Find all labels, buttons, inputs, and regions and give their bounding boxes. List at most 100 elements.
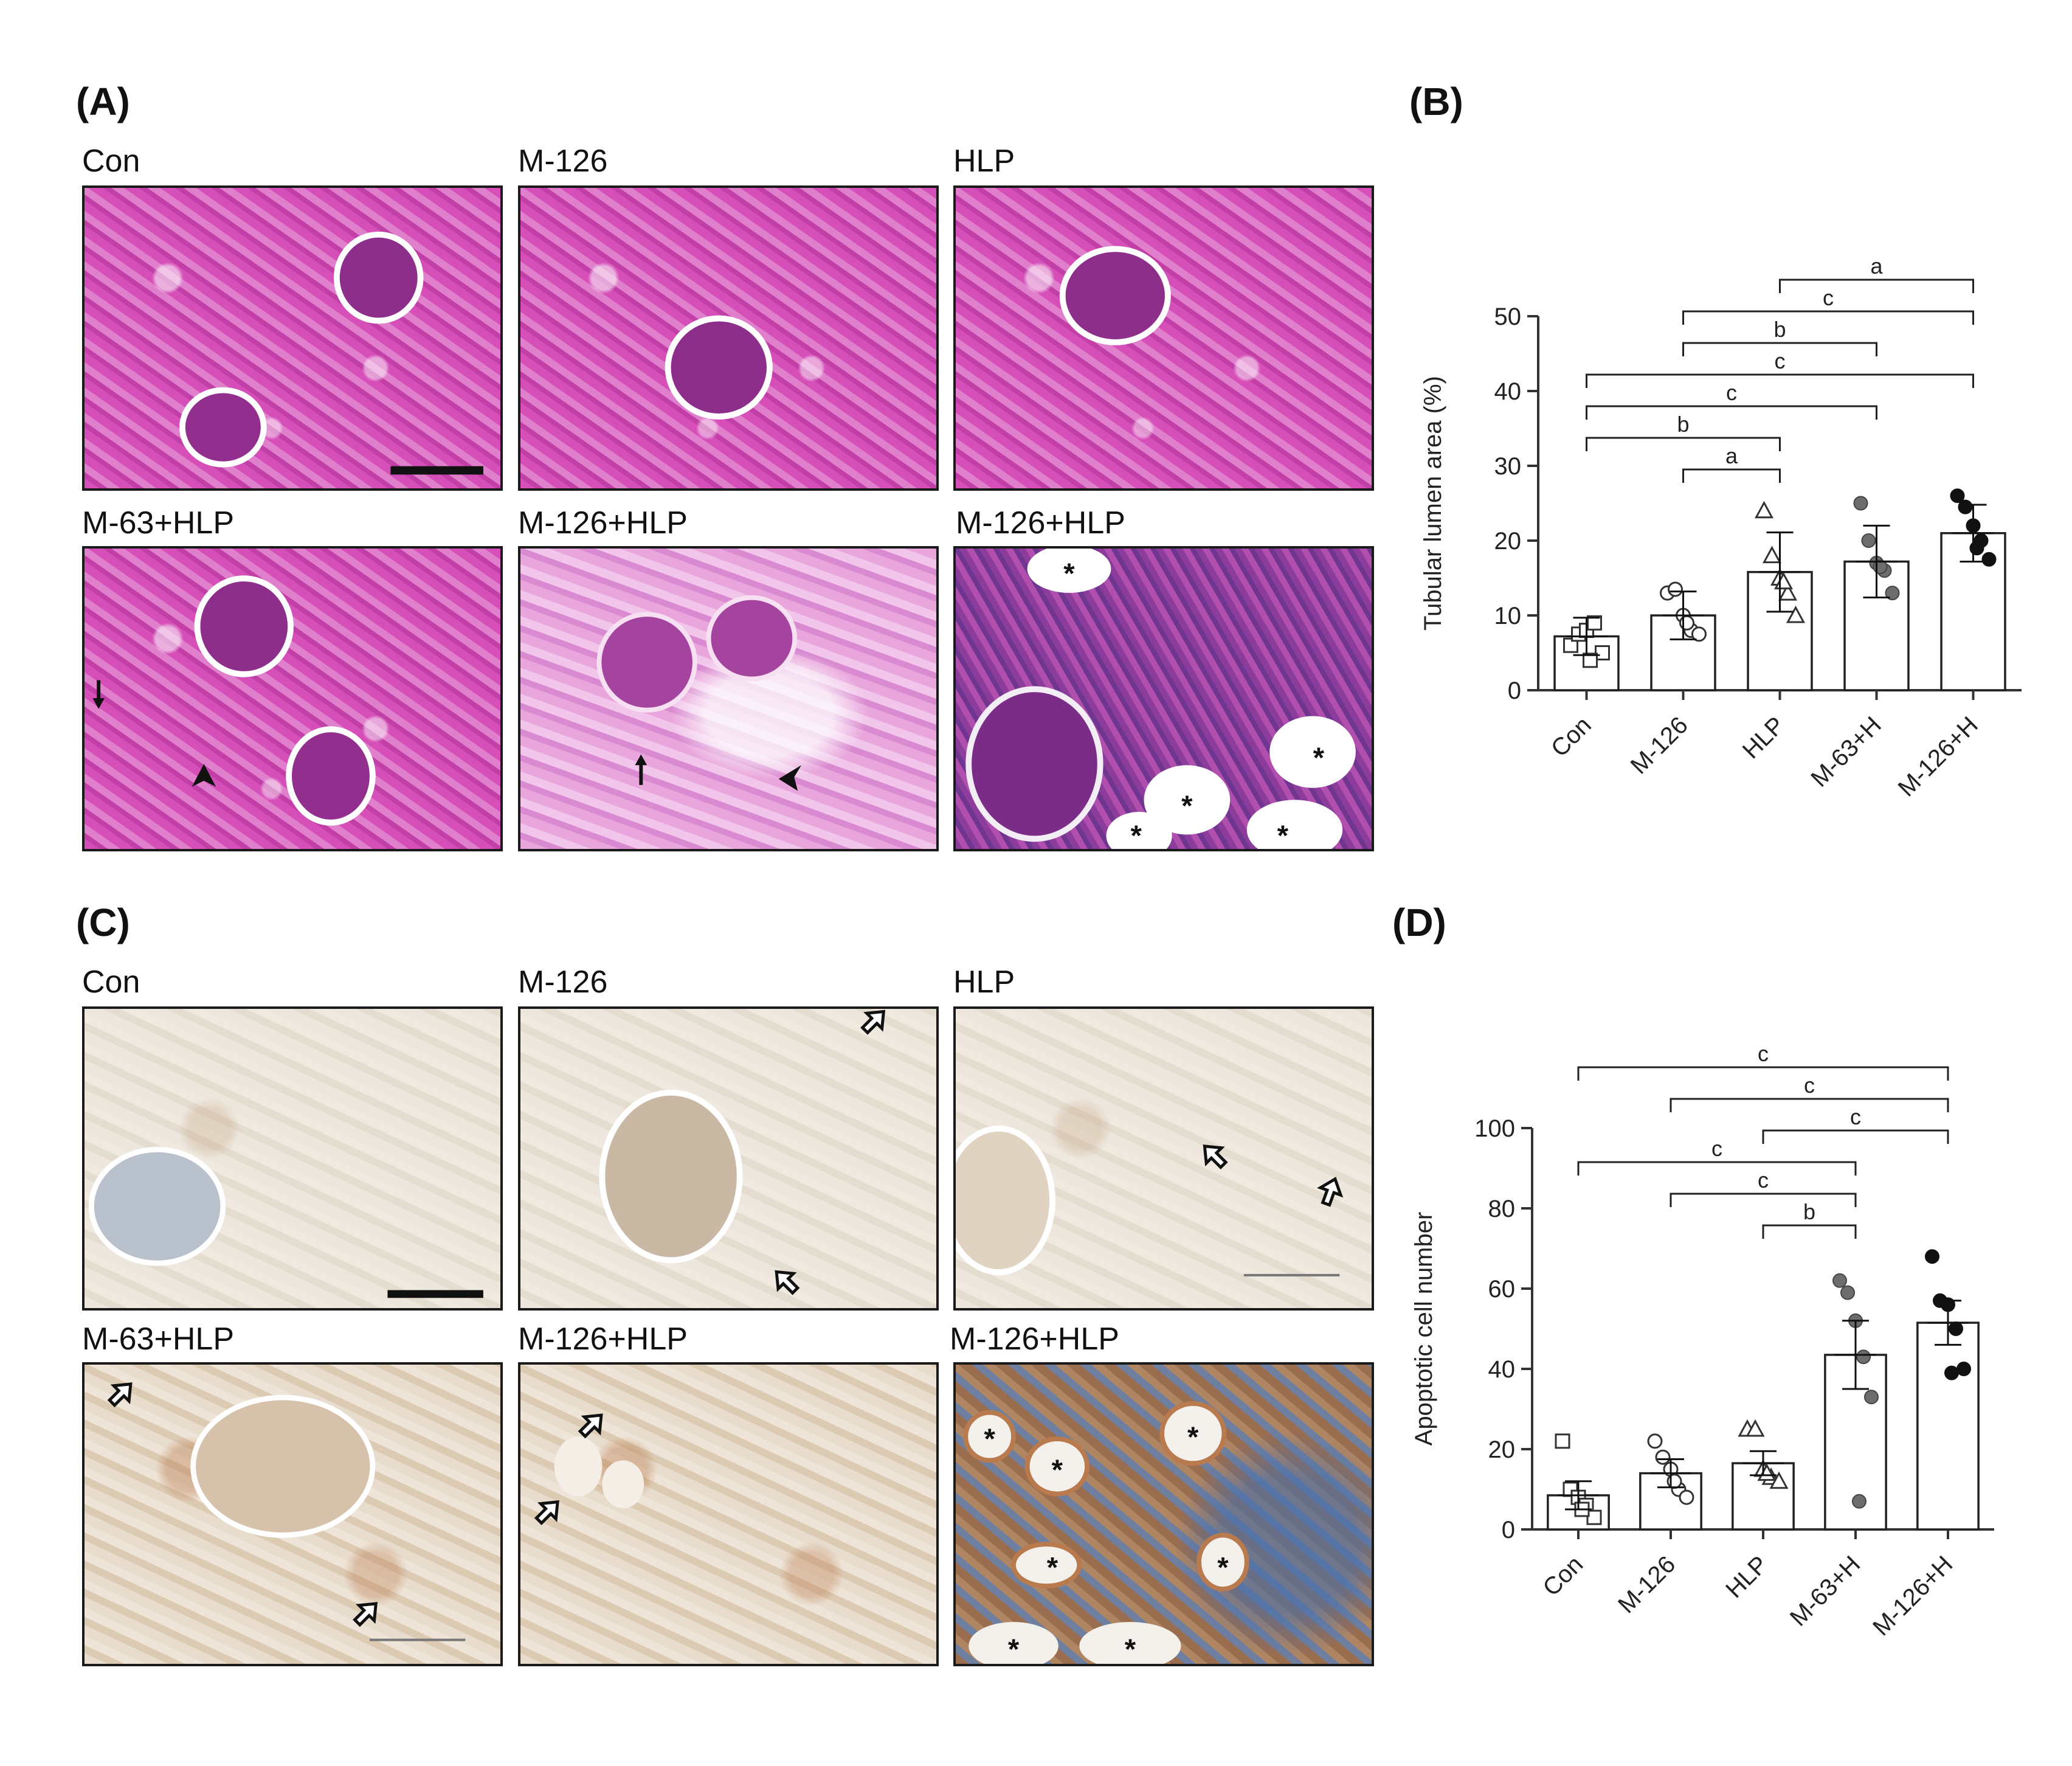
data-point <box>1563 637 1578 653</box>
x-tick-label: Con <box>1538 1551 1588 1601</box>
significance-bracket <box>1762 1224 1857 1239</box>
micrograph-ihc-m126-hlp-1 <box>518 1362 939 1666</box>
lumen-asterisk: * <box>1131 820 1142 849</box>
lumen-asterisk: * <box>1008 1633 1020 1664</box>
significance-bracket <box>1682 342 1877 356</box>
data-point <box>1956 1362 1971 1376</box>
y-tick-label: 40 <box>1488 1356 1516 1383</box>
arrow-icon <box>92 680 105 709</box>
lumen-asterisk: * <box>1313 742 1325 774</box>
y-tick-label: 100 <box>1474 1115 1515 1142</box>
significance-label: a <box>1725 443 1738 468</box>
micrograph-he-m63-hlp <box>82 546 503 851</box>
lumen-asterisk: * <box>1277 820 1289 849</box>
lumen-asterisk: * <box>984 1423 995 1455</box>
micrograph-ihc-m126-hlp-2: * * * * * * * <box>953 1362 1374 1666</box>
data-point <box>1925 1249 1939 1264</box>
significance-bracket <box>1586 437 1781 451</box>
data-point <box>1679 1489 1694 1505</box>
significance-label: c <box>1711 1136 1722 1161</box>
open-arrow-icon <box>353 1602 378 1627</box>
arrowhead-icon <box>192 764 216 787</box>
scale-bar <box>387 1290 483 1298</box>
x-tick-label: Con <box>1546 712 1597 762</box>
micrograph-caption: M-126+HLP <box>956 505 1125 541</box>
micrograph-caption: M-63+HLP <box>82 1321 234 1357</box>
x-tick-label: M-126 <box>1613 1551 1680 1618</box>
lumen-asterisk: * <box>1052 1454 1063 1486</box>
x-tick-label: M-63+H <box>1785 1551 1866 1632</box>
y-tick-label: 20 <box>1494 528 1522 555</box>
significance-bracket <box>1577 1161 1857 1176</box>
y-tick-label: 80 <box>1488 1196 1516 1222</box>
micrograph-he-m126-hlp-1 <box>518 546 939 851</box>
point-group <box>1832 1273 1879 1509</box>
micrograph-caption: M-126 <box>518 964 608 1000</box>
open-arrow-icon <box>1203 1144 1228 1170</box>
micrograph-ihc-hlp <box>953 1006 1374 1311</box>
data-point <box>1885 586 1900 601</box>
micrograph-caption: M-63+HLP <box>82 505 234 541</box>
scale-bar <box>390 466 483 475</box>
significance-label: b <box>1677 412 1689 437</box>
open-arrow-icon <box>1317 1177 1344 1207</box>
significance-label: b <box>1773 317 1786 342</box>
significance-label: c <box>1850 1104 1861 1129</box>
significance-label: c <box>1775 348 1786 373</box>
data-point <box>1969 541 1984 556</box>
y-tick-label: 0 <box>1508 677 1521 704</box>
micrograph-ihc-m126 <box>518 1006 939 1311</box>
data-point <box>1981 552 1997 567</box>
data-point <box>1950 488 1965 504</box>
micrograph-caption: M-126+HLP <box>518 1321 688 1357</box>
y-tick-label: 0 <box>1502 1517 1515 1543</box>
panel-letter-b: (B) <box>1409 80 1463 123</box>
micrograph-ihc-con <box>82 1006 503 1311</box>
micrograph-he-con <box>82 185 503 491</box>
point-group <box>1563 615 1610 668</box>
y-axis-label: Tubular lumen area (%) <box>1420 376 1446 631</box>
significance-bracket <box>1682 310 1974 325</box>
data-point <box>1944 1365 1959 1380</box>
significance-label: c <box>1823 285 1834 310</box>
significance-bracket <box>1586 405 1877 420</box>
data-point <box>1778 583 1798 601</box>
x-tick-label: HLP <box>1738 712 1790 764</box>
micrograph-caption: M-126+HLP <box>950 1321 1119 1357</box>
micrograph-caption: Con <box>82 964 140 1000</box>
bar <box>1916 1321 1980 1531</box>
y-tick-label: 20 <box>1488 1436 1516 1463</box>
data-point <box>1832 1273 1847 1288</box>
lumen-asterisk: * <box>1181 790 1193 822</box>
lumen-asterisk: * <box>1217 1551 1229 1584</box>
y-tick-label: 60 <box>1488 1276 1516 1303</box>
x-tick-label: M-126 <box>1626 712 1693 779</box>
open-arrow-icon <box>860 1009 886 1035</box>
micrograph-ihc-m63-hlp <box>82 1362 503 1666</box>
arrow-icon <box>635 754 648 785</box>
data-point <box>1853 496 1868 511</box>
micrograph-caption: M-126+HLP <box>518 505 688 541</box>
significance-bracket <box>1586 373 1974 388</box>
y-tick-label: 30 <box>1494 453 1522 480</box>
micrograph-he-hlp <box>953 185 1374 491</box>
micrograph-caption: M-126 <box>518 144 608 179</box>
data-point <box>1666 1473 1682 1489</box>
significance-label: c <box>1758 1168 1769 1193</box>
significance-label: c <box>1758 1041 1769 1066</box>
data-point <box>1583 653 1598 668</box>
significance-label: c <box>1726 380 1737 405</box>
open-arrow-icon <box>578 1413 603 1439</box>
significance-bracket <box>1762 1129 1949 1144</box>
data-point <box>1647 1433 1663 1449</box>
data-point <box>1586 1509 1602 1525</box>
lumen-asterisk: * <box>1047 1551 1058 1584</box>
micrograph-caption: Con <box>82 144 140 179</box>
lumen-asterisk: * <box>1063 558 1075 590</box>
data-point <box>1691 626 1707 642</box>
data-point <box>1746 1419 1765 1437</box>
y-tick-label: 10 <box>1494 603 1522 629</box>
x-tick-label: M-126+H <box>1868 1551 1958 1641</box>
data-point <box>1555 1433 1570 1449</box>
significance-bracket <box>1670 1193 1857 1207</box>
